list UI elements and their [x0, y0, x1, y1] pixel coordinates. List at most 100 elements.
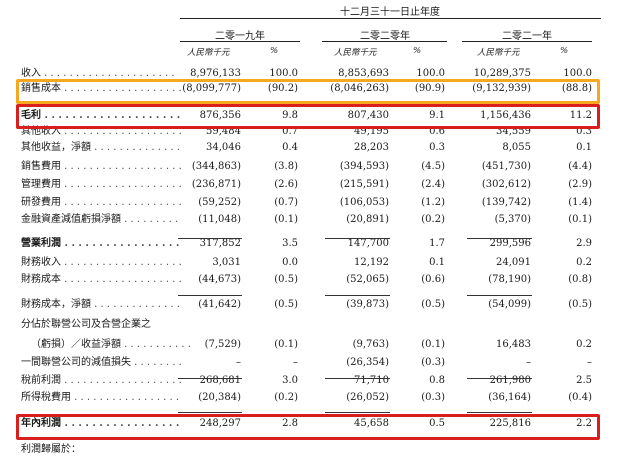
- table-row: 稅前利潤 . . . . . . . . . . . . . . . . . .…: [0, 373, 621, 388]
- cell-value: 8,055: [502, 142, 531, 153]
- table-row: 分佔於聯營公司及合營企業之: [0, 317, 621, 332]
- cell-value: 0.2: [576, 339, 592, 350]
- dot-leader: . . . . . . . . . . . . . . . . . . . . …: [64, 418, 181, 429]
- dot-leader: . . . . . . . . . . . . . . . . . . . . …: [64, 161, 181, 172]
- profit-for-year-highlight: [16, 414, 600, 440]
- cell-value: 261,980: [489, 375, 531, 386]
- cell-value: 24,091: [496, 257, 531, 268]
- cell-value: 28,203: [354, 142, 389, 153]
- cell-value: 0.0: [282, 257, 298, 268]
- cell-value: (2.6): [274, 179, 298, 190]
- cell-value: (0.1): [274, 214, 298, 225]
- cell-value: 2.2: [576, 418, 592, 429]
- cell-value: 0.1: [429, 257, 445, 268]
- subtotal-line: [325, 412, 390, 413]
- dot-leader: . . . . . . . . . . . . . . . . . . . . …: [41, 110, 181, 121]
- cell-value: 0.5: [429, 418, 445, 429]
- row-label: 其他收入 . . . . . . . . . . . . . . . . . .…: [21, 124, 181, 139]
- cell-value: 0.4: [282, 142, 298, 153]
- year-2019-heading: 二零一九年: [215, 31, 265, 42]
- cell-value: (8,099,777): [182, 83, 241, 94]
- subtotal-line: [325, 295, 390, 296]
- cell-value: 1,156,436: [480, 110, 531, 121]
- cell-value: (90.9): [414, 83, 445, 94]
- dot-leader: . . . . . . . . . . . . . . . . . . . . …: [64, 375, 181, 386]
- cell-value: (44,673): [198, 274, 241, 285]
- cell-value: 100.0: [416, 68, 445, 79]
- cell-value: 9.8: [282, 110, 298, 121]
- unit-2020-amount: 人民幣千元: [334, 48, 377, 58]
- row-label: 銷售成本 . . . . . . . . . . . . . . . . . .…: [21, 81, 181, 96]
- dot-leader: . . . . . . . . . . . . . . . . . . . . …: [124, 339, 191, 350]
- row-label: 營業利潤 . . . . . . . . . . . . . . . . . .…: [21, 236, 181, 251]
- cell-value: 299,596: [489, 238, 531, 249]
- gross-profit-highlight: [16, 104, 600, 129]
- row-label: 其他收益，淨額 . . . . . . . . . . . . . . . . …: [21, 140, 181, 155]
- cell-value: 0.2: [576, 257, 592, 268]
- cell-value: (0.1): [568, 214, 592, 225]
- cell-value: (236,871): [191, 179, 241, 190]
- row-label: 財務成本 . . . . . . . . . . . . . . . . . .…: [21, 272, 181, 287]
- cell-value: 8,976,133: [190, 68, 241, 79]
- year-2021-heading: 二零二一年: [502, 31, 552, 42]
- row-label: 年內利潤 . . . . . . . . . . . . . . . . . .…: [21, 416, 181, 431]
- cell-value: (0.8): [568, 274, 592, 285]
- table-row: 研發費用 . . . . . . . . . . . . . . . . . .…: [0, 195, 621, 210]
- cell-value: (4.4): [568, 161, 592, 172]
- subtotal-line: [325, 378, 390, 379]
- cell-value: 45,658: [354, 418, 389, 429]
- cell-value: (4.5): [421, 161, 445, 172]
- cell-value: 0.7: [282, 126, 298, 137]
- year-2020-heading: 二零二零年: [360, 31, 410, 42]
- cell-value: (9,763): [352, 339, 389, 350]
- table-row: 所得稅費用 . . . . . . . . . . . . . . . . . …: [0, 390, 621, 405]
- cost-of-sales-highlight: [16, 79, 600, 104]
- cell-value: 1.7: [429, 238, 445, 249]
- cell-value: (0.5): [568, 299, 592, 310]
- table-row: 財務成本，淨額 . . . . . . . . . . . . . . . . …: [0, 297, 621, 312]
- row-label: 稅前利潤 . . . . . . . . . . . . . . . . . .…: [21, 373, 181, 388]
- cell-value: 3.0: [282, 375, 298, 386]
- cell-value: (0.3): [421, 392, 445, 403]
- cell-value: (52,065): [346, 274, 389, 285]
- dot-leader: . . . . . . . . . . . . . . . . . . . . …: [64, 126, 181, 137]
- cell-value: (36,164): [488, 392, 531, 403]
- row-label: 研發費用 . . . . . . . . . . . . . . . . . .…: [21, 195, 181, 210]
- subtotal-line: [178, 238, 242, 239]
- unit-2019-amount: 人民幣千元: [187, 48, 230, 58]
- subtotal-line: [467, 378, 532, 379]
- cell-value: 0.1: [576, 142, 592, 153]
- cell-value: (0.5): [274, 274, 298, 285]
- row-label: 收入 . . . . . . . . . . . . . . . . . . .…: [21, 68, 175, 79]
- cell-value: (106,053): [339, 197, 389, 208]
- cell-value: 9.1: [429, 110, 445, 121]
- year-2019-underline: [180, 41, 300, 42]
- cell-value: 225,816: [489, 418, 531, 429]
- cell-value: (3.8): [274, 161, 298, 172]
- table-row: 毛利 . . . . . . . . . . . . . . . . . . .…: [0, 108, 621, 123]
- dot-leader: . . . . . . . . . . . . . . . . . . . . …: [64, 238, 181, 249]
- row-label: 分佔於聯營公司及合營企業之: [21, 319, 151, 330]
- cell-value: (90.2): [267, 83, 298, 94]
- cell-value: 12,192: [354, 257, 389, 268]
- cell-value: 3.5: [282, 238, 298, 249]
- cell-value: (215,591): [339, 179, 389, 190]
- cell-value: (344,863): [191, 161, 241, 172]
- subtotal-line: [178, 295, 242, 296]
- cell-value: 0.3: [429, 142, 445, 153]
- row-label: 銷售費用 . . . . . . . . . . . . . . . . . .…: [21, 159, 181, 174]
- subtotal-line: [325, 238, 390, 239]
- dot-leader: . . . . . . . . . . . . . . . . . . . . …: [124, 214, 181, 225]
- table-row: 管理費用 . . . . . . . . . . . . . . . . . .…: [0, 177, 621, 192]
- cell-value: –: [293, 357, 298, 368]
- cell-value: (20,891): [346, 214, 389, 225]
- dot-leader: . . . . . . . . . . . . . . . . . . . . …: [94, 299, 181, 310]
- unit-2019-pct: %: [270, 46, 279, 56]
- row-label: 毛利 . . . . . . . . . . . . . . . . . . .…: [21, 108, 181, 123]
- dot-leader: . . . . . . . . . . . . . . . . . . . . …: [74, 392, 181, 403]
- dot-leader: . . . . . . . . . . . . . . . . . . . . …: [64, 197, 181, 208]
- table-row: （虧損）／收益淨額 . . . . . . . . . . . . . . . …: [0, 337, 621, 352]
- cell-value: 807,430: [347, 110, 389, 121]
- cell-value: (2.9): [568, 179, 592, 190]
- subtotal-line: [178, 412, 242, 413]
